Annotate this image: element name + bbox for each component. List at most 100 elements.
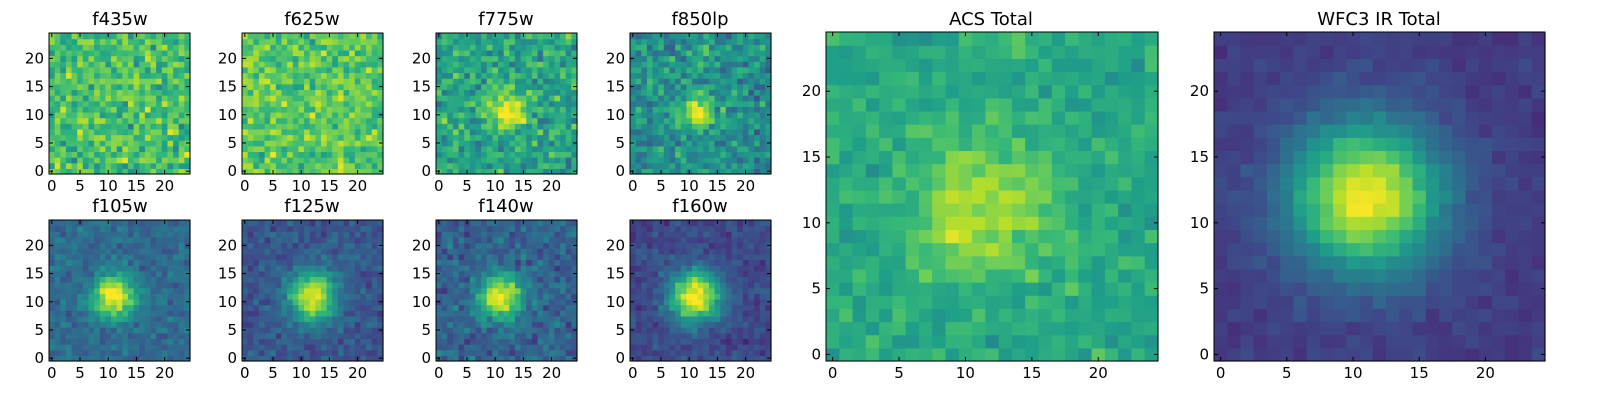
- heatmap-cell: [464, 349, 471, 356]
- heatmap-cell: [565, 72, 572, 79]
- heatmap-cell: [498, 259, 505, 266]
- heatmap-cell: [377, 225, 384, 232]
- heatmap-cell: [287, 111, 294, 119]
- x-tick-label-f625w: 10: [292, 177, 311, 195]
- heatmap-cell: [275, 327, 283, 334]
- heatmap-cell: [663, 128, 671, 136]
- heatmap-cell: [520, 106, 527, 113]
- heatmap-cell: [441, 117, 448, 124]
- heatmap-cell: [703, 349, 710, 356]
- heatmap-cell: [635, 100, 642, 107]
- heatmap-cell: [298, 332, 305, 340]
- heatmap-cell: [94, 265, 101, 272]
- heatmap-cell: [526, 287, 533, 294]
- heatmap-cell: [537, 327, 544, 334]
- heatmap-cell: [703, 117, 710, 124]
- heatmap-cell: [111, 95, 118, 102]
- heatmap-cell: [452, 168, 460, 175]
- heatmap-cell: [475, 83, 482, 90]
- heatmap-cell: [65, 355, 73, 362]
- heatmap-cell: [292, 106, 299, 113]
- heatmap-cell: [520, 140, 527, 147]
- heatmap-cell: [703, 327, 710, 334]
- heatmap-cell: [565, 140, 572, 147]
- heatmap-cell: [686, 287, 693, 294]
- heatmap-cell: [486, 123, 493, 130]
- heatmap-cell: [697, 49, 704, 57]
- heatmap-cell: [354, 72, 362, 79]
- heatmap-cell: [731, 55, 738, 62]
- heatmap-cell: [60, 140, 67, 147]
- heatmap-cell: [486, 89, 493, 96]
- heatmap-cell: [759, 310, 766, 317]
- heatmap-cell: [492, 276, 499, 283]
- heatmap-cell: [343, 95, 350, 102]
- heatmap-cell: [161, 276, 169, 283]
- heatmap-cell: [60, 355, 67, 362]
- heatmap-cell: [731, 89, 738, 96]
- heatmap-cell: [292, 72, 299, 79]
- heatmap-cell: [343, 321, 350, 328]
- heatmap-cell: [759, 349, 766, 356]
- heatmap-cell: [697, 61, 704, 68]
- heatmap-cell: [720, 298, 727, 306]
- heatmap-cell: [571, 66, 578, 74]
- heatmap-cell: [658, 145, 665, 153]
- heatmap-cell: [309, 157, 316, 164]
- heatmap-cell: [111, 298, 118, 306]
- heatmap-cell: [343, 276, 350, 283]
- heatmap-cell: [71, 162, 78, 169]
- heatmap-cell: [281, 72, 288, 79]
- heatmap-cell: [492, 321, 499, 328]
- heatmap-cell: [264, 310, 271, 317]
- heatmap-cell: [144, 231, 152, 238]
- heatmap-cell: [178, 111, 185, 119]
- heatmap-cell: [703, 38, 710, 45]
- heatmap-cell: [139, 83, 146, 90]
- heatmap-cell: [377, 100, 384, 107]
- heatmap-cell: [469, 123, 477, 130]
- heatmap-cell: [116, 265, 123, 272]
- heatmap-cell: [77, 287, 84, 294]
- heatmap-cell: [697, 117, 704, 124]
- heatmap-cell: [520, 157, 527, 164]
- heatmap-cell: [537, 270, 544, 277]
- heatmap-cell: [371, 83, 378, 90]
- heatmap-cell: [173, 72, 180, 79]
- heatmap-cell: [156, 89, 163, 96]
- heatmap-cell: [742, 338, 750, 345]
- heatmap-cell: [54, 332, 61, 340]
- heatmap-cell: [275, 344, 283, 351]
- heatmap-cell: [88, 100, 95, 107]
- heatmap-cell: [178, 33, 185, 40]
- heatmap-cell: [458, 162, 465, 169]
- heatmap-cell: [663, 162, 671, 169]
- heatmap-cell: [320, 338, 328, 345]
- heatmap-cell: [731, 327, 738, 334]
- heatmap-cell: [663, 327, 671, 334]
- heatmap-cell: [560, 282, 567, 289]
- heatmap-cell: [178, 253, 185, 261]
- heatmap-cell: [127, 55, 135, 62]
- heatmap-cell: [720, 106, 727, 113]
- heatmap-cell: [253, 242, 260, 249]
- heatmap-cell: [292, 293, 299, 300]
- heatmap-cell: [337, 242, 345, 249]
- heatmap-cell: [565, 236, 572, 244]
- heatmap-cell: [492, 287, 499, 294]
- heatmap-cell: [184, 293, 191, 300]
- heatmap-cell: [560, 315, 567, 323]
- heatmap-cell: [509, 321, 516, 328]
- heatmap-cell: [49, 315, 56, 323]
- heatmap-cell: [543, 321, 550, 328]
- heatmap-cell: [253, 344, 260, 351]
- heatmap-cell: [320, 49, 328, 57]
- heatmap-cell: [742, 293, 750, 300]
- heatmap-cell: [150, 287, 157, 294]
- heatmap-cell: [548, 55, 556, 62]
- heatmap-cell: [320, 276, 328, 283]
- heatmap-cell: [343, 33, 350, 40]
- heatmap-cell: [88, 355, 95, 362]
- heatmap-cell: [452, 106, 460, 113]
- heatmap-cell: [315, 61, 322, 68]
